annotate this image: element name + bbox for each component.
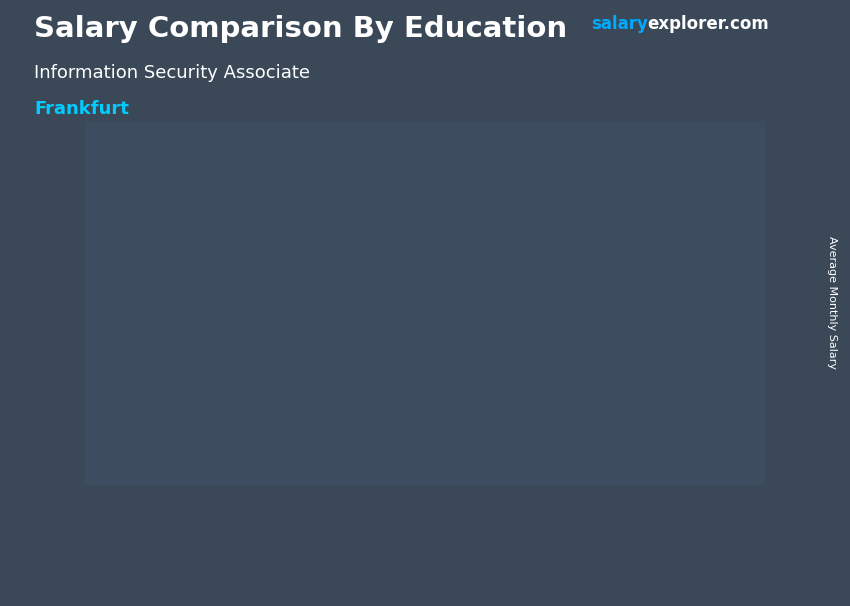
Bar xyxy=(676,24,774,45)
Text: salary: salary xyxy=(591,15,648,33)
Bar xyxy=(612,239,706,497)
Bar xyxy=(85,121,765,485)
Polygon shape xyxy=(706,231,722,497)
Text: +42%: +42% xyxy=(496,235,575,258)
Text: Salary Comparison By Education: Salary Comparison By Education xyxy=(34,15,567,43)
Text: 5,890 EUR: 5,890 EUR xyxy=(735,207,831,225)
Text: 2,740 EUR: 2,740 EUR xyxy=(10,345,106,363)
Text: Bachelor's
Degree: Bachelor's Degree xyxy=(377,513,466,548)
Text: +52%: +52% xyxy=(241,314,322,338)
Text: Average Monthly Salary: Average Monthly Salary xyxy=(827,236,837,370)
Text: 4,160 EUR: 4,160 EUR xyxy=(489,283,585,301)
Polygon shape xyxy=(212,370,230,497)
Bar xyxy=(676,67,774,88)
Polygon shape xyxy=(612,231,722,239)
Text: Information Security Associate: Information Security Associate xyxy=(34,64,310,82)
Bar xyxy=(119,377,212,497)
Polygon shape xyxy=(366,307,476,315)
Text: Frankfurt: Frankfurt xyxy=(34,100,129,118)
Text: Master's
Degree: Master's Degree xyxy=(631,513,704,548)
Text: explorer.com: explorer.com xyxy=(648,15,769,33)
Bar xyxy=(676,45,774,67)
Text: Certificate or
Diploma: Certificate or Diploma xyxy=(117,513,231,548)
Polygon shape xyxy=(459,307,476,497)
Bar xyxy=(366,315,459,497)
Polygon shape xyxy=(119,370,230,377)
